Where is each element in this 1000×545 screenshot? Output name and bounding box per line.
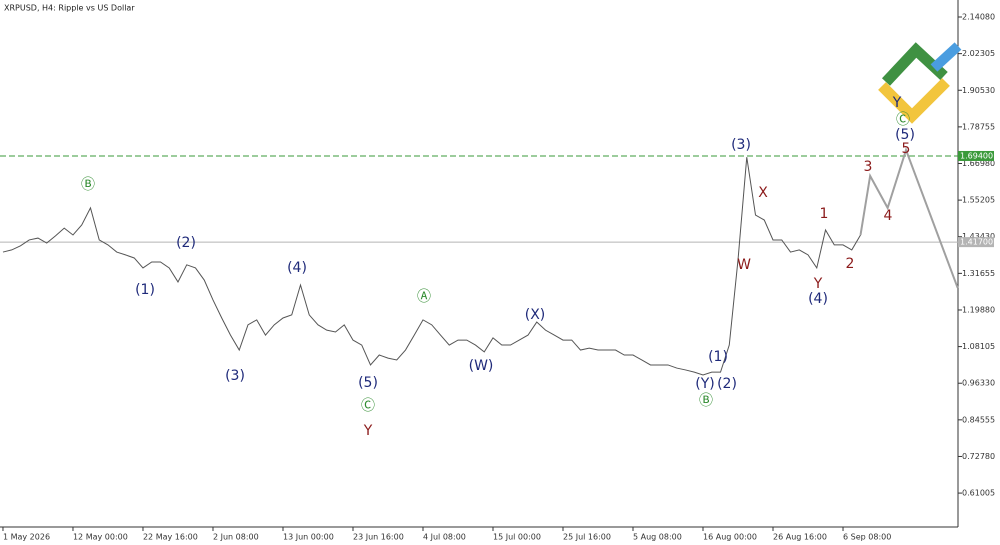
logo	[878, 42, 962, 124]
wave-label: (1)	[135, 282, 155, 298]
y-tick-label: 1.31655	[962, 269, 995, 278]
y-tick-label: 0.61005	[962, 489, 995, 498]
x-tick-label: 25 Jul 16:00	[563, 533, 611, 542]
chart-title: XRPUSD, H4: Ripple vs US Dollar	[4, 4, 135, 13]
x-tick-label: 1 May 2026	[3, 533, 50, 542]
y-tick-label: 2.14080	[962, 13, 995, 22]
y-tick-label: 2.02305	[962, 49, 995, 58]
x-tick-label: 13 Jun 00:00	[283, 533, 334, 542]
wave-label: Y	[363, 423, 373, 439]
wave-label: Ⓒ	[896, 112, 910, 128]
wave-label: Y	[813, 276, 823, 292]
y-tick-label: 0.84555	[962, 415, 995, 424]
level-label: 1.41700	[960, 238, 993, 247]
wave-label: (2)	[717, 376, 737, 392]
wave-label: 1	[820, 206, 829, 222]
y-tick-label: 0.96330	[962, 379, 995, 388]
wave-label: 5	[902, 141, 911, 157]
wave-label: (4)	[287, 260, 307, 276]
wave-label: (2)	[176, 235, 196, 251]
level-label-box	[958, 237, 994, 248]
wave-label: (1)	[708, 349, 728, 365]
wave-label: (5)	[895, 127, 915, 143]
logo-blue	[930, 42, 962, 72]
wave-label: (X)	[525, 307, 546, 323]
price-line	[859, 147, 959, 289]
y-tick-label: 1.19880	[962, 305, 995, 314]
wave-label: Y	[892, 95, 902, 111]
x-tick-label: 12 May 00:00	[73, 533, 128, 542]
wave-label: (4)	[808, 291, 828, 307]
wave-label: Ⓐ	[417, 289, 431, 305]
wave-label: 2	[846, 256, 855, 272]
y-tick-label: 1.78755	[962, 122, 995, 131]
wave-label: (Y)	[695, 376, 714, 392]
y-tick-label: 1.55205	[962, 196, 995, 205]
wave-label: Ⓑ	[699, 393, 713, 409]
logo-yellow	[878, 78, 950, 124]
x-tick-label: 23 Jun 16:00	[353, 533, 404, 542]
wave-label: (3)	[225, 368, 245, 384]
x-tick-label: 6 Sep 08:00	[843, 533, 891, 542]
y-tick-label: 1.90530	[962, 86, 995, 95]
wave-label: Ⓑ	[81, 177, 95, 193]
wave-label: 3	[864, 159, 873, 175]
x-tick-label: 4 Jul 08:00	[423, 533, 466, 542]
y-tick-label: 1.66980	[962, 159, 995, 168]
x-tick-label: 5 Aug 08:00	[633, 533, 682, 542]
level-label-box	[958, 150, 994, 161]
price-line	[2, 157, 861, 376]
y-tick-label: 0.72780	[962, 452, 995, 461]
wave-label: Ⓒ	[361, 398, 375, 414]
y-tick-label: 1.08105	[962, 342, 995, 351]
x-tick-label: 26 Aug 16:00	[773, 533, 827, 542]
wave-label: (3)	[731, 137, 751, 153]
x-tick-label: 2 Jun 08:00	[213, 533, 259, 542]
wave-label: 4	[884, 208, 893, 224]
wave-label: X	[758, 185, 768, 201]
wave-label: (5)	[358, 375, 378, 391]
x-tick-label: 22 May 16:00	[143, 533, 198, 542]
level-label: 1.69400	[960, 151, 993, 160]
wave-label: (W)	[469, 358, 494, 374]
x-tick-label: 16 Aug 00:00	[703, 533, 757, 542]
x-tick-label: 15 Jul 00:00	[493, 533, 541, 542]
plot	[0, 147, 959, 376]
wave-label: W	[737, 257, 751, 273]
y-tick-label: 1.43430	[962, 232, 995, 241]
